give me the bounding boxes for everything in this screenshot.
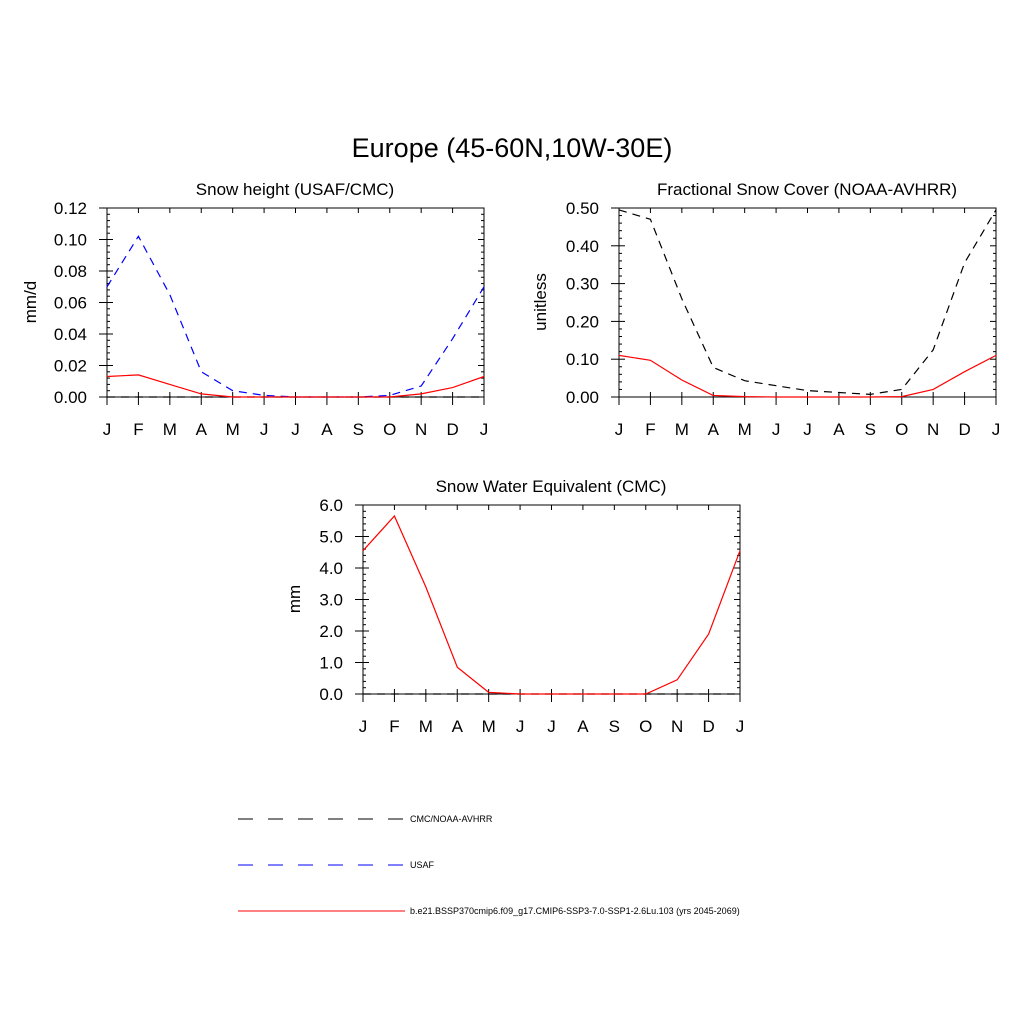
y-tick-label: 0.00 — [566, 388, 599, 407]
y-tick-label: 0.02 — [54, 357, 87, 376]
y-tick-label: 0.10 — [566, 350, 599, 369]
figure-title: Europe (45-60N,10W-30E) — [352, 133, 673, 163]
y-tick-label: 0.10 — [54, 231, 87, 250]
y-tick-label: 0.30 — [566, 275, 599, 294]
y-tick-label: 4.0 — [319, 559, 343, 578]
panel-title: Snow height (USAF/CMC) — [196, 180, 394, 199]
plot-area: J F M A M J J A S O N D J0.01.02.03.04.05.06.0 — [319, 496, 744, 736]
plot-area: J F M A M J J A S O N D J0.000.020.040.060.080.100.1… — [54, 199, 488, 439]
x-tick-label: A — [577, 717, 589, 736]
y-tick-label: 0.20 — [566, 312, 599, 331]
y-tick-label: 0.0 — [319, 685, 343, 704]
x-tick-label: J — [103, 420, 112, 439]
legend-item-model: b.e21.BSSP370cmip6.f09_g17.CMIP6-SSP3-7.… — [238, 906, 740, 916]
x-tick-label: J — [291, 420, 300, 439]
x-tick-label: J — [480, 420, 489, 439]
y-tick-label: 6.0 — [319, 496, 343, 515]
x-tick-label: D — [958, 420, 970, 439]
x-tick-label: S — [865, 420, 876, 439]
x-tick-label: J — [260, 420, 269, 439]
x-tick-label: A — [708, 420, 720, 439]
panel-title: Snow Water Equivalent (CMC) — [436, 477, 667, 496]
y-tick-label: 0.50 — [566, 199, 599, 218]
y-tick-label: 0.06 — [54, 294, 87, 313]
series-model — [618, 354, 997, 398]
y-axis-label: unitless — [531, 273, 550, 331]
legend-label: USAF — [410, 860, 435, 870]
series-obs — [618, 209, 997, 396]
x-tick-label: D — [446, 420, 458, 439]
x-tick-label: O — [895, 420, 908, 439]
legend-label: CMC/NOAA-AVHRR — [410, 814, 493, 824]
x-tick-label: O — [383, 420, 396, 439]
legend-item-usaf: USAF — [238, 860, 435, 870]
panel-title: Fractional Snow Cover (NOAA-AVHRR) — [657, 180, 957, 199]
x-tick-label: M — [675, 420, 689, 439]
x-tick-label: F — [389, 717, 399, 736]
x-tick-label: M — [226, 420, 240, 439]
plot-area: J F M A M J J A S O N D J0.000.100.200.300.400.50 — [566, 199, 1000, 439]
y-tick-label: 0.08 — [54, 262, 87, 281]
x-tick-label: J — [772, 420, 781, 439]
y-tick-label: 0.12 — [54, 199, 87, 218]
x-tick-label: A — [321, 420, 333, 439]
x-tick-label: J — [803, 420, 812, 439]
x-tick-label: A — [833, 420, 845, 439]
plot-frame — [362, 504, 741, 695]
y-tick-label: 0.40 — [566, 237, 599, 256]
y-tick-label: 2.0 — [319, 622, 343, 641]
x-tick-label: J — [736, 717, 745, 736]
x-tick-label: D — [702, 717, 714, 736]
series-model — [106, 374, 485, 398]
x-tick-label: N — [415, 420, 427, 439]
x-tick-label: M — [419, 717, 433, 736]
x-tick-label: N — [671, 717, 683, 736]
legend-item-obs: CMC/NOAA-AVHRR — [238, 814, 493, 824]
x-tick-label: N — [927, 420, 939, 439]
y-tick-label: 1.0 — [319, 654, 343, 673]
x-tick-label: S — [609, 717, 620, 736]
y-tick-label: 5.0 — [319, 528, 343, 547]
x-tick-label: O — [639, 717, 652, 736]
x-tick-label: M — [482, 717, 496, 736]
x-tick-label: M — [163, 420, 177, 439]
y-tick-label: 0.04 — [54, 325, 87, 344]
panel-fractional-snow-cover: Fractional Snow Cover (NOAA-AVHRR) unitl… — [531, 180, 1000, 439]
x-tick-label: F — [645, 420, 655, 439]
x-tick-label: J — [516, 717, 525, 736]
x-tick-label: S — [353, 420, 364, 439]
series-model — [362, 514, 741, 695]
plot-frame — [106, 207, 485, 398]
x-tick-label: M — [738, 420, 752, 439]
y-tick-label: 0.00 — [54, 388, 87, 407]
y-tick-label: 3.0 — [319, 591, 343, 610]
x-tick-label: J — [615, 420, 624, 439]
x-tick-label: F — [133, 420, 143, 439]
x-tick-label: J — [359, 717, 368, 736]
x-tick-label: J — [547, 717, 556, 736]
legend: CMC/NOAA-AVHRR USAF b.e21.BSSP370cmip6.f… — [238, 814, 740, 916]
x-tick-label: J — [992, 420, 1001, 439]
x-tick-label: A — [452, 717, 464, 736]
series-usaf — [106, 235, 485, 398]
plot-frame — [618, 207, 997, 398]
y-axis-label: mm — [285, 585, 304, 613]
legend-label: b.e21.BSSP370cmip6.f09_g17.CMIP6-SSP3-7.… — [410, 906, 740, 916]
y-axis-label: mm/d — [21, 281, 40, 324]
x-tick-label: A — [196, 420, 208, 439]
